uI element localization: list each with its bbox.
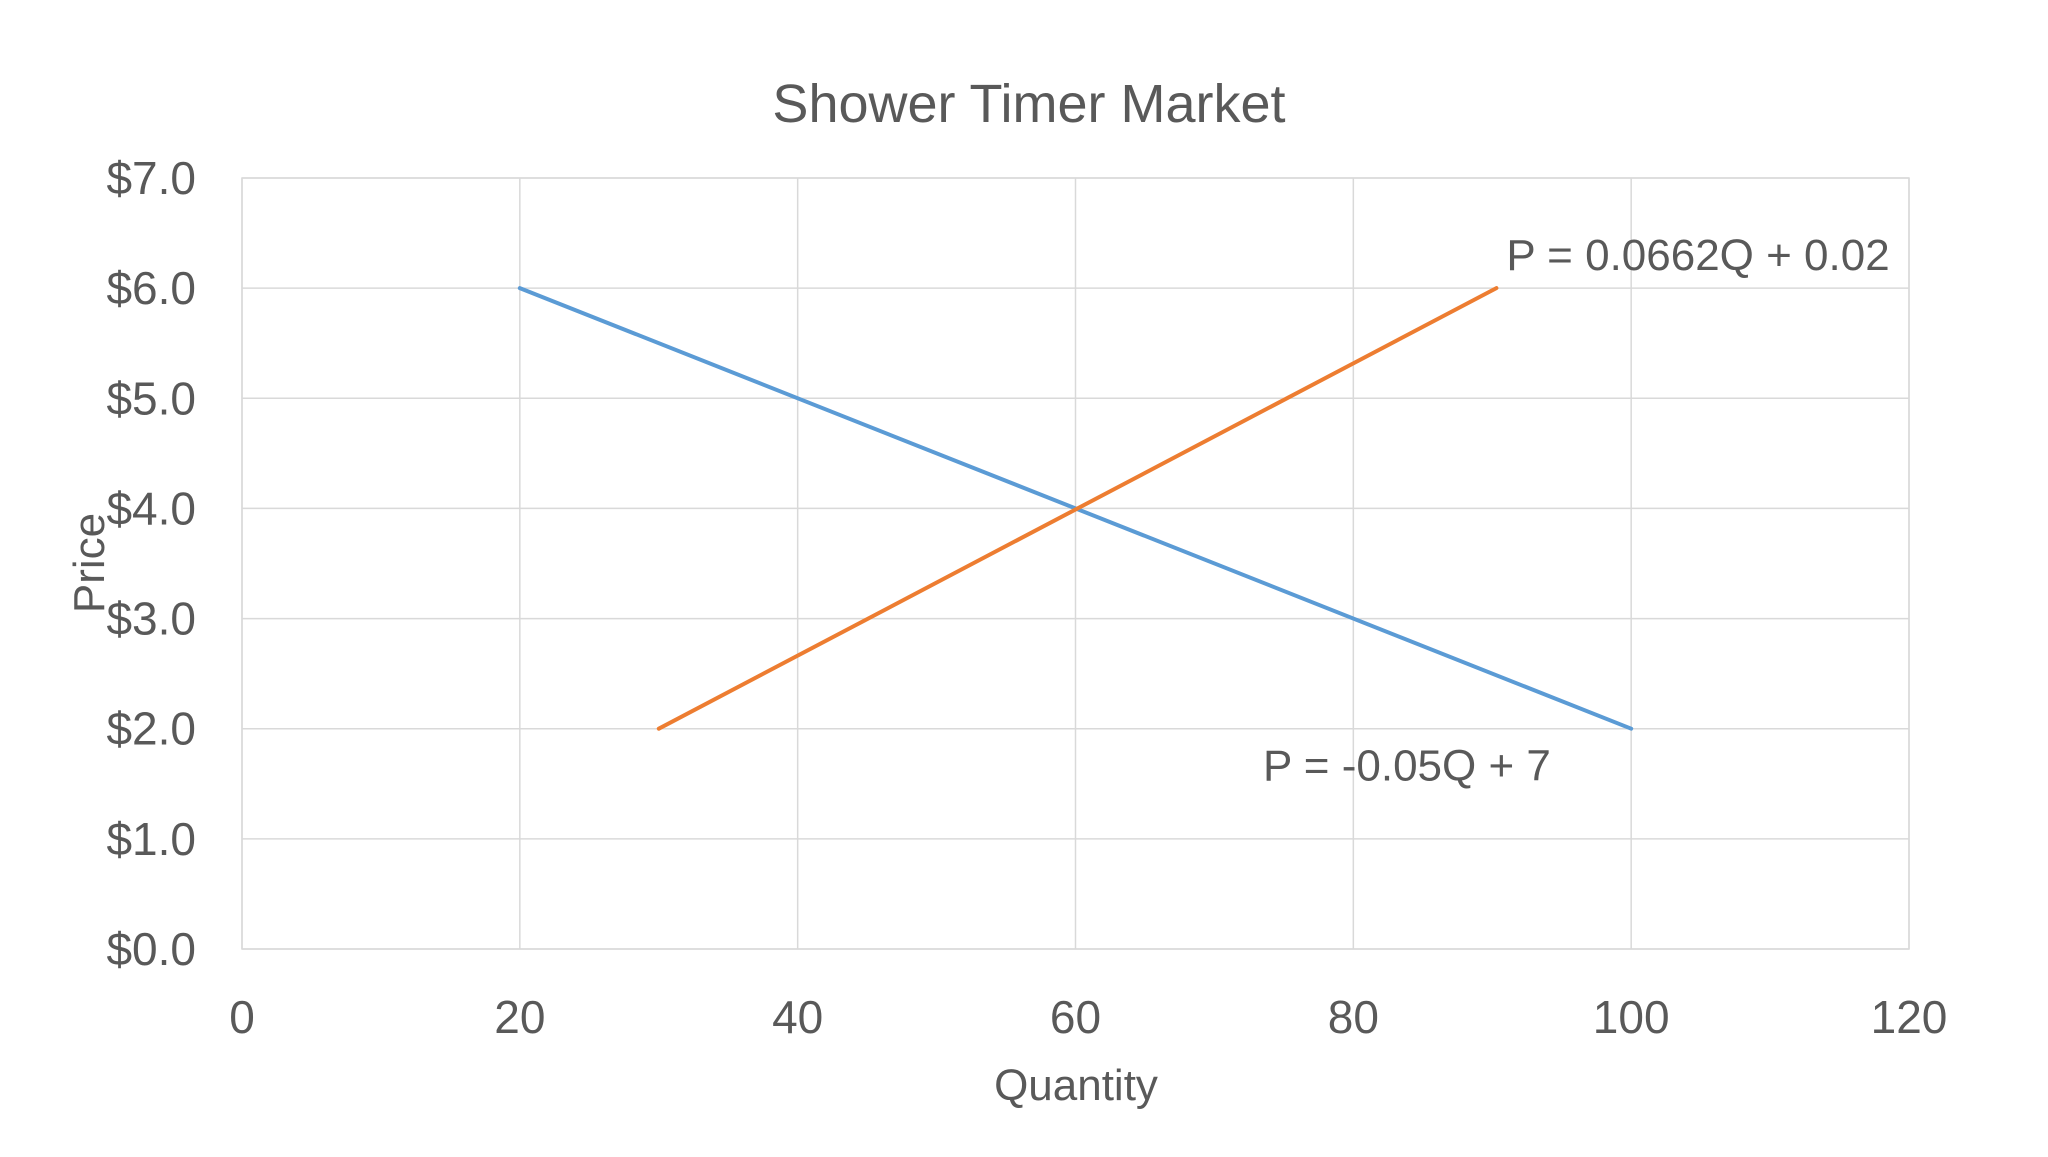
x-tick-label: 80 [1328,991,1379,1043]
x-tick-label: 40 [772,991,823,1043]
supply-line [656,286,1499,731]
chart-title: Shower Timer Market [772,74,1285,134]
x-axis-ticks: 0 20 40 60 80 100 120 [229,991,1947,1043]
y-tick-label: $2.0 [106,703,196,755]
supply-equation-label: P = 0.0662Q + 0.02 [1506,231,1889,280]
y-tick-label: $3.0 [106,593,196,645]
series-layer [517,286,1634,731]
y-axis-ticks: $0.0 $1.0 $2.0 $3.0 $4.0 $5.0 $6.0 $7.0 [106,152,196,975]
plot-area-border [241,177,1910,950]
x-axis-label: Quantity [994,1061,1158,1110]
y-tick-label: $7.0 [106,152,196,204]
gridlines [241,177,1910,950]
y-tick-label: $6.0 [106,262,196,314]
y-axis-label: Price [65,513,114,613]
y-tick-label: $0.0 [106,923,196,975]
x-tick-label: 0 [229,991,255,1043]
demand-equation-label: P = -0.05Q + 7 [1263,742,1551,791]
x-tick-label: 60 [1050,991,1101,1043]
x-tick-label: 100 [1593,991,1670,1043]
y-tick-label: $1.0 [106,813,196,865]
x-tick-label: 120 [1871,991,1948,1043]
annotations: P = 0.0662Q + 0.02 P = -0.05Q + 7 [1263,231,1890,791]
y-tick-label: $5.0 [106,372,196,424]
y-tick-label: $4.0 [106,482,196,534]
x-tick-label: 20 [494,991,545,1043]
